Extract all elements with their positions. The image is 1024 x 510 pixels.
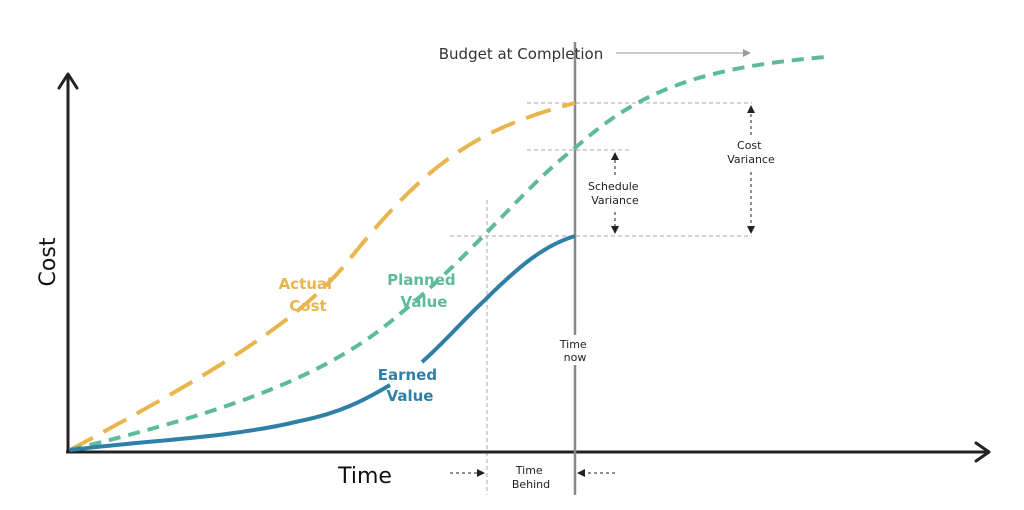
budget-at-completion-label: Budget at Completion	[439, 45, 603, 63]
actual-cost-curve	[69, 101, 576, 452]
x-axis-title: Time	[337, 464, 392, 489]
schedule-variance-label: Schedule Variance	[588, 180, 642, 207]
actual-cost-label: Actual Cost	[279, 275, 338, 315]
x-axis-arrow-icon	[974, 441, 991, 463]
earned-value-curve-upper	[420, 234, 576, 364]
axes: Time Cost	[36, 72, 991, 489]
earned-value-curve	[69, 383, 392, 452]
earned-value-label: Earned Value	[378, 366, 443, 405]
y-axis-title: Cost	[36, 237, 61, 286]
time-now-label: Time now	[559, 338, 590, 364]
time-now-label-background	[557, 335, 593, 365]
guide-lines	[450, 102, 752, 495]
planned-value-label: Planned Value	[387, 271, 461, 311]
planned-value-curve	[69, 55, 826, 452]
time-behind-label: Time Behind	[512, 464, 550, 491]
y-axis-arrow-icon	[57, 72, 79, 90]
cost-variance-label: Cost Variance	[727, 139, 775, 166]
